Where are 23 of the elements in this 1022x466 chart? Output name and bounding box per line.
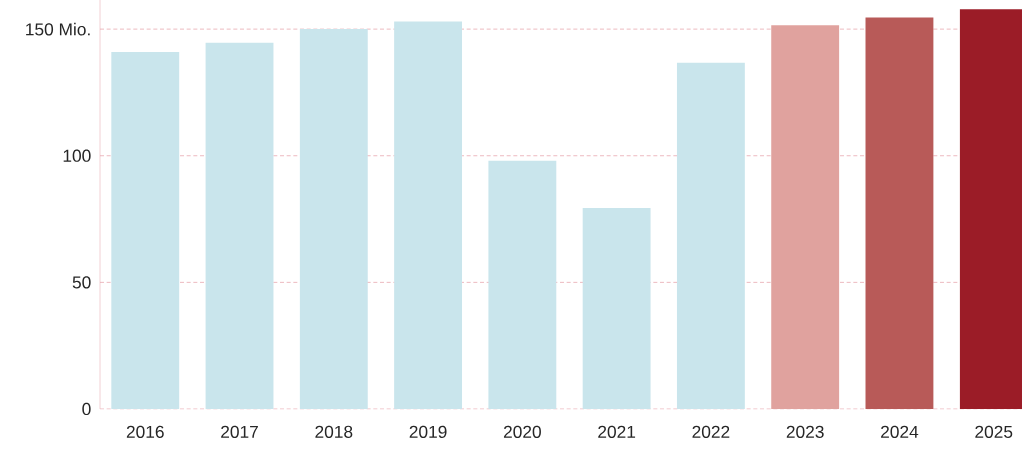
y-tick-label: 50 [72,276,91,289]
y-tick-label: 150 Mio. [26,22,90,36]
x-tick-label: 2022 [692,425,730,438]
bar [111,51,180,409]
bar [676,62,745,409]
x-tick-label: 2020 [503,425,541,438]
x-tick-label: 2017 [221,425,258,438]
x-tick-label: 2025 [975,425,1013,438]
bar [582,207,651,409]
x-tick-label: 2016 [126,425,164,438]
x-tick-label: 2023 [786,425,824,438]
bar [394,21,463,409]
bar [865,17,934,409]
bar [488,160,557,409]
x-tick-label: 2018 [315,425,353,438]
x-tick-label: 2021 [598,425,636,438]
y-tick-label: 0 [82,402,91,416]
bar [299,29,368,409]
x-tick-label: 2024 [881,425,919,438]
y-tick-label: 100 [63,149,91,162]
bar [205,42,274,409]
bar [771,25,840,409]
x-tick-label: 2019 [409,425,447,438]
